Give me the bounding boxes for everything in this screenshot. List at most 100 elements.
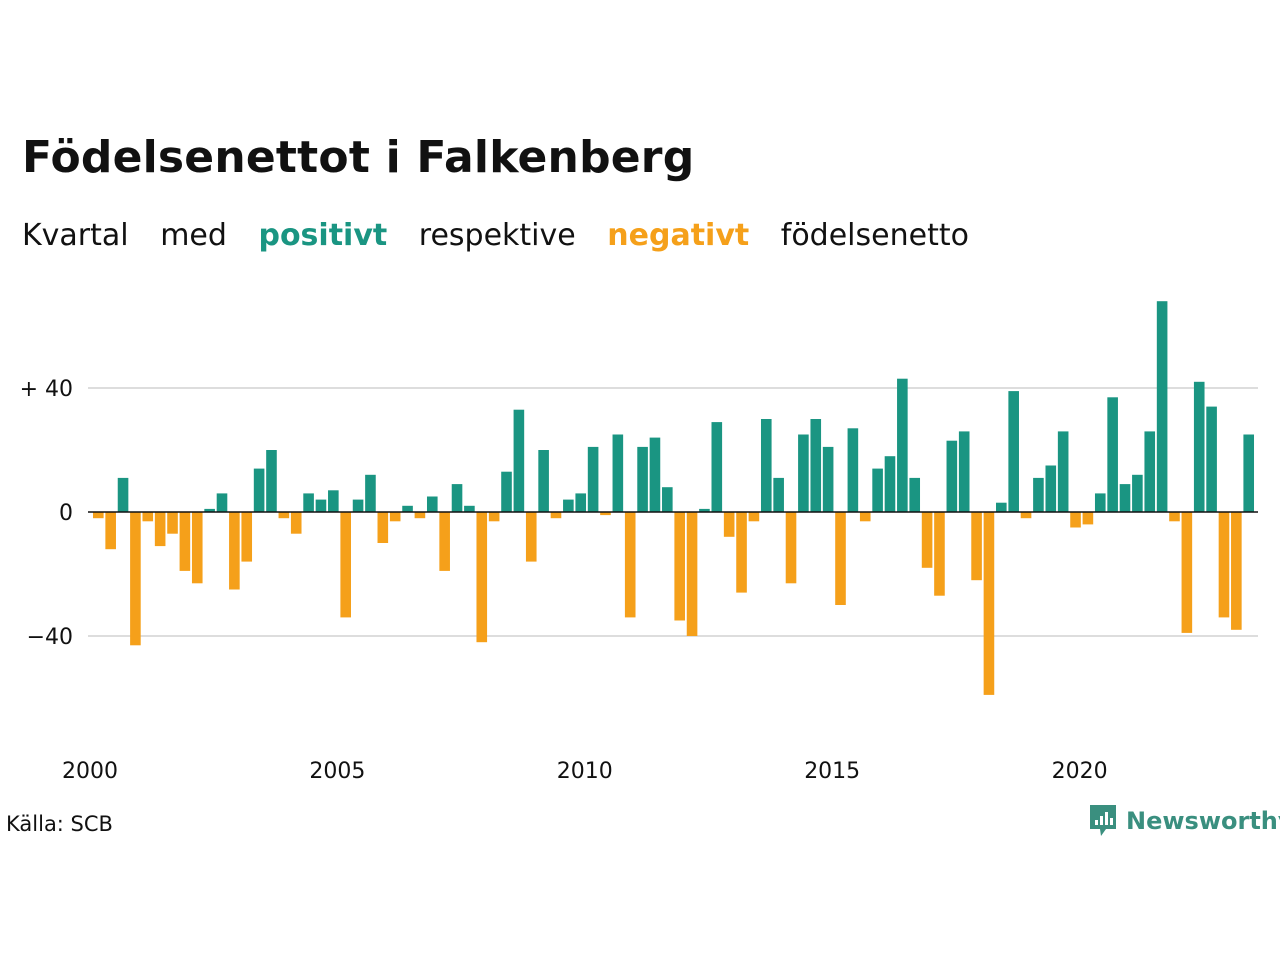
bar [241,512,253,562]
bar [1156,301,1168,512]
bar [204,508,215,512]
chart-title: Födelsenettot i Falkenberg [22,132,695,183]
bar [736,512,747,593]
bar [216,493,228,512]
bar [1082,512,1094,525]
bar [1169,512,1180,522]
bar [1119,484,1131,512]
bar [1045,465,1057,512]
bar [229,512,240,590]
brand-name: Newsworthy [1126,807,1280,835]
bar [872,468,883,512]
subtitle-word: med [160,218,227,253]
bar [525,512,537,562]
bar [352,499,364,512]
bar [711,422,723,512]
bar [649,437,661,512]
bar [810,419,822,512]
subtitle-word: födelsenetto [780,218,969,253]
x-tick-label: 2005 [309,759,365,784]
bar [278,512,290,519]
subtitle-word: Kvartal [22,218,129,253]
bar [983,512,995,695]
bar [117,477,129,512]
subtitle-word: respektive [418,218,576,253]
bar [699,508,710,512]
bar [303,493,314,512]
bar [637,446,648,512]
bar [253,468,265,512]
bar [624,512,636,618]
bar [773,477,784,512]
bar [402,505,413,512]
bar [686,512,698,636]
bar [488,512,500,522]
bar [1107,397,1118,512]
bar [130,512,141,646]
bar [1193,381,1205,512]
bar [365,474,376,512]
x-tick-label: 2020 [1052,759,1108,784]
bar [266,450,277,512]
bar [1057,431,1069,512]
bar [439,512,450,571]
bar-chart: + 40 0 −40 2000 2005 2010 2015 2020 [20,301,1258,784]
bar [1181,512,1193,633]
bar [1008,391,1019,512]
bar [426,496,438,512]
bar [600,512,611,516]
bar [612,434,624,512]
bar [798,434,809,512]
bar [1070,512,1081,528]
brand-logo: Newsworthy [1088,803,1280,839]
bar [563,499,574,512]
bar [662,487,673,512]
bar [785,512,797,584]
y-tick-label: −40 [27,625,73,650]
bar [748,512,760,522]
bar [1231,512,1242,630]
bar [884,456,896,512]
bar [835,512,846,605]
bar [167,512,178,534]
bar [464,505,475,512]
bar [575,493,587,512]
bar [847,428,859,512]
bar [921,512,933,568]
bar [328,490,339,512]
bar [513,409,525,512]
bar [501,471,512,512]
subtitle-negative-word: negativt [607,218,750,253]
bar [414,512,426,519]
bar [1144,431,1156,512]
bar [958,431,970,512]
bar [290,512,302,534]
x-tick-label: 2000 [62,759,118,784]
bar [538,450,549,512]
bar [377,512,389,543]
bar [179,512,191,571]
chart-subtitle: Kvartal med positivt respektive negativt… [22,218,991,253]
subtitle-positive-word: positivt [258,218,388,253]
bar [1206,406,1217,512]
bar [142,512,154,522]
bar [105,512,116,550]
bar [909,477,921,512]
x-tick-label: 2015 [804,759,860,784]
bar [934,512,945,596]
bar [760,419,772,512]
bar [93,512,104,519]
bar [340,512,351,618]
bar [389,512,401,522]
source-note: Källa: SCB [6,812,113,836]
bar [674,512,685,621]
bar [315,499,327,512]
bar [1132,474,1143,512]
bar [1033,477,1044,512]
bar [971,512,982,581]
bar [1020,512,1032,519]
bar [154,512,166,547]
bar [897,378,908,512]
bar [859,512,871,522]
bar [550,512,562,519]
